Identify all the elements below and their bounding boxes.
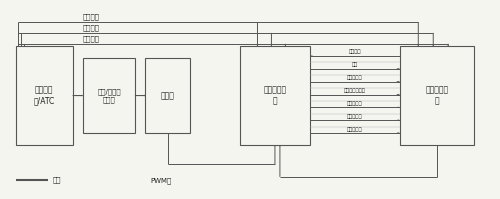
Text: 电制动液出: 电制动液出 <box>347 127 362 132</box>
Text: PWM波: PWM波 <box>150 178 172 184</box>
Bar <box>83 58 136 133</box>
Text: 电制动力完成值: 电制动力完成值 <box>344 88 366 93</box>
Bar <box>146 58 190 133</box>
Text: 电制动滑行: 电制动滑行 <box>347 101 362 106</box>
Bar <box>240 46 310 145</box>
Text: 司机控制
器/ATC: 司机控制 器/ATC <box>34 86 55 105</box>
Text: 电制动禁止: 电制动禁止 <box>347 75 362 80</box>
Text: 制动指令: 制动指令 <box>83 35 100 42</box>
Text: 参考速度: 参考速度 <box>348 49 361 55</box>
Text: 向前指令: 向前指令 <box>83 13 100 20</box>
Text: 载重: 载重 <box>352 62 358 67</box>
Text: 牵引控制单
元: 牵引控制单 元 <box>264 86 286 105</box>
Bar <box>400 46 474 145</box>
Text: 制动控制单
元: 制动控制单 元 <box>426 86 448 105</box>
Text: 牵引/制动力
需来值: 牵引/制动力 需来值 <box>98 88 121 103</box>
Text: 电制动状态: 电制动状态 <box>347 114 362 119</box>
Text: 牵引指令: 牵引指令 <box>83 24 100 31</box>
Text: 硬线: 硬线 <box>53 176 62 183</box>
Bar <box>16 46 73 145</box>
Text: 编码器: 编码器 <box>161 91 174 100</box>
